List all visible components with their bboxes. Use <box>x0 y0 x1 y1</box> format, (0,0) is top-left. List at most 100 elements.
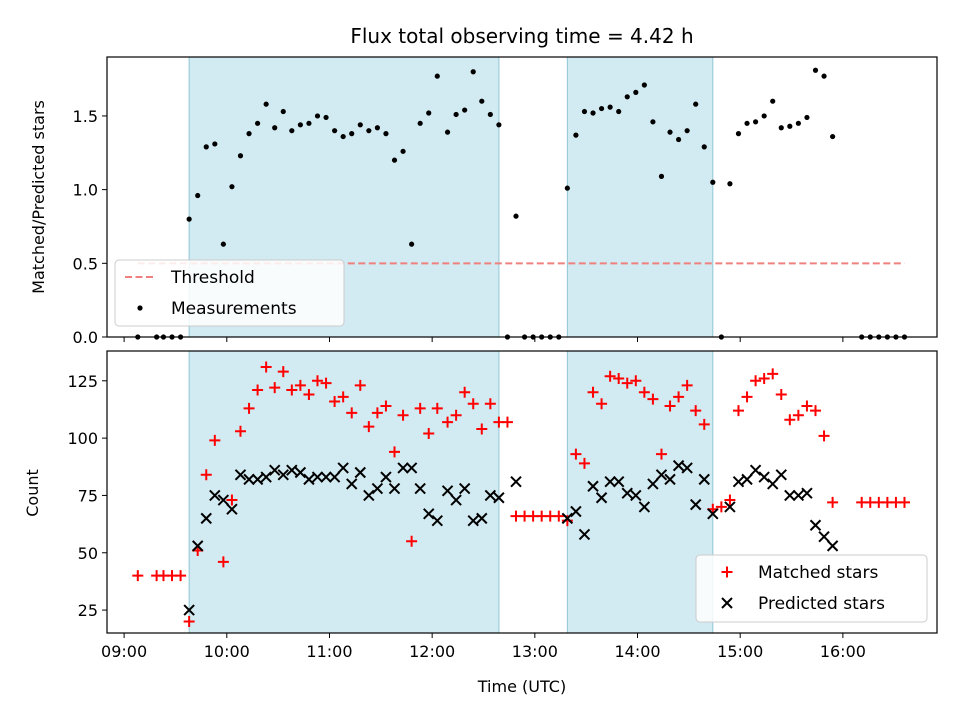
point-s1-5 <box>226 503 238 515</box>
point-s0-51-stroke <box>578 457 590 469</box>
y-tick-label-0: 25 <box>78 601 98 620</box>
point-s1-55 <box>707 508 719 520</box>
point-s0-57-stroke <box>630 375 642 387</box>
point-s0-79-stroke <box>818 430 830 442</box>
point-s0-51 <box>578 457 590 469</box>
point-s0-4 <box>175 570 187 582</box>
point-s0-34-stroke <box>431 402 443 414</box>
point-s1-34 <box>476 512 488 525</box>
point-s0-6 <box>195 192 201 199</box>
point-s0-54 <box>607 104 613 110</box>
x-tick-label-7: 16:00 <box>820 642 866 661</box>
point-s0-29 <box>389 446 401 458</box>
point-s0-24 <box>349 131 355 137</box>
point-s0-10 <box>229 184 235 190</box>
point-s1-61 <box>767 478 779 490</box>
point-s0-52-stroke <box>587 386 599 398</box>
point-s0-11-stroke <box>234 425 246 437</box>
point-s1-26-stroke <box>405 462 418 474</box>
point-s0-64-stroke <box>690 405 702 417</box>
point-s0-50-stroke <box>570 448 582 460</box>
point-s1-58-stroke <box>741 473 753 486</box>
point-s1-17-stroke <box>328 471 341 483</box>
point-s1-46-stroke <box>630 489 642 502</box>
point-s1-7 <box>243 473 255 486</box>
bottom-y-axis-label: Count <box>23 469 42 517</box>
point-s0-12 <box>246 131 252 137</box>
point-s0-62 <box>675 136 682 143</box>
point-s0-43 <box>513 213 519 219</box>
point-s0-52 <box>587 386 599 398</box>
point-s0-50 <box>573 132 579 138</box>
point-s1-15 <box>311 471 324 483</box>
point-s0-63 <box>681 379 693 391</box>
point-s1-32 <box>458 482 471 495</box>
point-s0-13 <box>252 384 264 396</box>
point-s0-17 <box>286 384 298 396</box>
legend: Matched stars Predicted stars <box>695 554 928 623</box>
y-tick-label-3: 1.5 <box>73 107 98 126</box>
point-s1-67 <box>818 530 830 543</box>
y-tick-label-0: 0.0 <box>73 328 98 347</box>
point-s0-39 <box>476 423 488 435</box>
point-s0-55 <box>616 108 622 115</box>
point-s0-72-stroke <box>758 373 770 385</box>
point-s0-38-stroke <box>467 398 479 410</box>
point-s1-45-stroke <box>621 487 633 499</box>
point-s0-72 <box>758 373 770 385</box>
point-s1-31 <box>450 494 462 506</box>
point-s1-59-stroke <box>749 464 762 476</box>
point-s1-16 <box>320 471 332 483</box>
axes-frame <box>106 56 938 338</box>
point-s1-49 <box>655 469 668 481</box>
point-s0-70-stroke <box>741 391 753 403</box>
point-s0-68 <box>727 181 733 187</box>
point-s0-70 <box>744 120 750 126</box>
point-s1-12 <box>286 464 298 476</box>
point-s0-20 <box>314 113 321 119</box>
point-s1-53 <box>689 498 702 511</box>
top-y-axis-label: Matched/Predicted stars <box>29 100 48 294</box>
point-s0-48 <box>553 510 565 522</box>
point-s0-65-stroke <box>698 418 710 430</box>
point-s0-35-stroke <box>442 416 454 428</box>
point-s1-38 <box>561 512 574 525</box>
point-s0-13 <box>254 120 261 126</box>
point-s1-62 <box>775 469 787 481</box>
point-s0-32 <box>414 402 426 414</box>
point-s1-68-stroke <box>826 540 839 552</box>
point-s0-75 <box>787 123 793 129</box>
point-s1-6 <box>234 469 247 481</box>
point-s1-57 <box>732 475 745 488</box>
point-s0-14-stroke <box>260 361 272 373</box>
point-s0-58 <box>641 82 647 88</box>
point-s0-28 <box>383 131 389 137</box>
point-s0-53-stroke <box>596 398 608 410</box>
x-axis-label: Time (UTC) <box>477 677 566 696</box>
point-s1-35-stroke <box>484 489 497 502</box>
data-points <box>132 361 910 628</box>
point-s1-6-stroke <box>234 469 247 481</box>
point-s0-18 <box>294 379 306 391</box>
point-s1-19 <box>346 478 358 490</box>
point-s1-36 <box>493 492 505 504</box>
x-tick-label-1: 10:00 <box>204 642 250 661</box>
point-s0-33 <box>423 428 435 440</box>
point-s0-27-stroke <box>371 407 383 419</box>
point-s1-26 <box>405 462 418 474</box>
legend-entry-0-marker <box>721 566 733 578</box>
point-s0-26 <box>366 128 372 134</box>
point-s0-26-stroke <box>363 421 375 433</box>
legend-entry-0-label: Matched stars <box>758 563 878 583</box>
point-s0-40 <box>484 398 496 410</box>
point-s1-44 <box>612 475 625 488</box>
point-s0-11 <box>234 425 246 437</box>
point-s1-25 <box>397 462 409 474</box>
point-s1-41 <box>587 480 599 492</box>
point-s1-21 <box>363 489 375 502</box>
point-s1-22-stroke <box>371 482 384 495</box>
point-s0-74 <box>778 125 784 131</box>
point-s0-26 <box>363 421 375 433</box>
point-s0-61 <box>667 129 673 135</box>
point-s0-21 <box>320 377 332 389</box>
